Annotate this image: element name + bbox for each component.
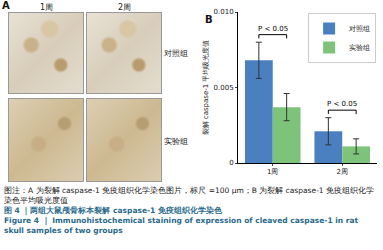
svg-text:裂解 caspase-1 平均吸光度值: 裂解 caspase-1 平均吸光度值 xyxy=(202,40,210,136)
html-text:图 4 ｜两组大鼠颅骨标本裂解 caspase-1 免疫组织: 图 4 ｜两组大鼠颅骨标本裂解 caspase-1 免疫组织化学染色 xyxy=(4,206,222,215)
html-text:Figure 4 ｜ Immunohistochemical: Figure 4 ｜ Immunohistochemical staining … xyxy=(4,216,359,235)
svg-text:P < 0.05: P < 0.05 xyxy=(327,100,357,108)
html-text:图注：A 为裂解 caspase-1 免疫组织化学染色图片，: 图注：A 为裂解 caspase-1 免疫组织化学染色图片，标尺 =100 μm… xyxy=(4,186,374,205)
svg-text:0.005: 0.005 xyxy=(214,84,234,92)
html-text:实验组: 实验组 xyxy=(164,137,188,146)
svg-text:2周: 2周 xyxy=(337,168,348,176)
svg-text:对照组: 对照组 xyxy=(349,25,370,33)
svg-text:P < 0.05: P < 0.05 xyxy=(258,25,288,33)
html-text:2周: 2周 xyxy=(118,3,132,12)
svg-text:实验组: 实验组 xyxy=(349,44,370,52)
svg-text:B: B xyxy=(205,14,213,25)
svg-text:0: 0 xyxy=(229,159,233,167)
svg-text:1周: 1周 xyxy=(267,168,278,176)
html-text:A: A xyxy=(2,0,10,11)
html-text:对照组: 对照组 xyxy=(164,49,188,58)
html-text:1周: 1周 xyxy=(40,3,54,12)
svg-text:0.010: 0.010 xyxy=(214,8,234,16)
